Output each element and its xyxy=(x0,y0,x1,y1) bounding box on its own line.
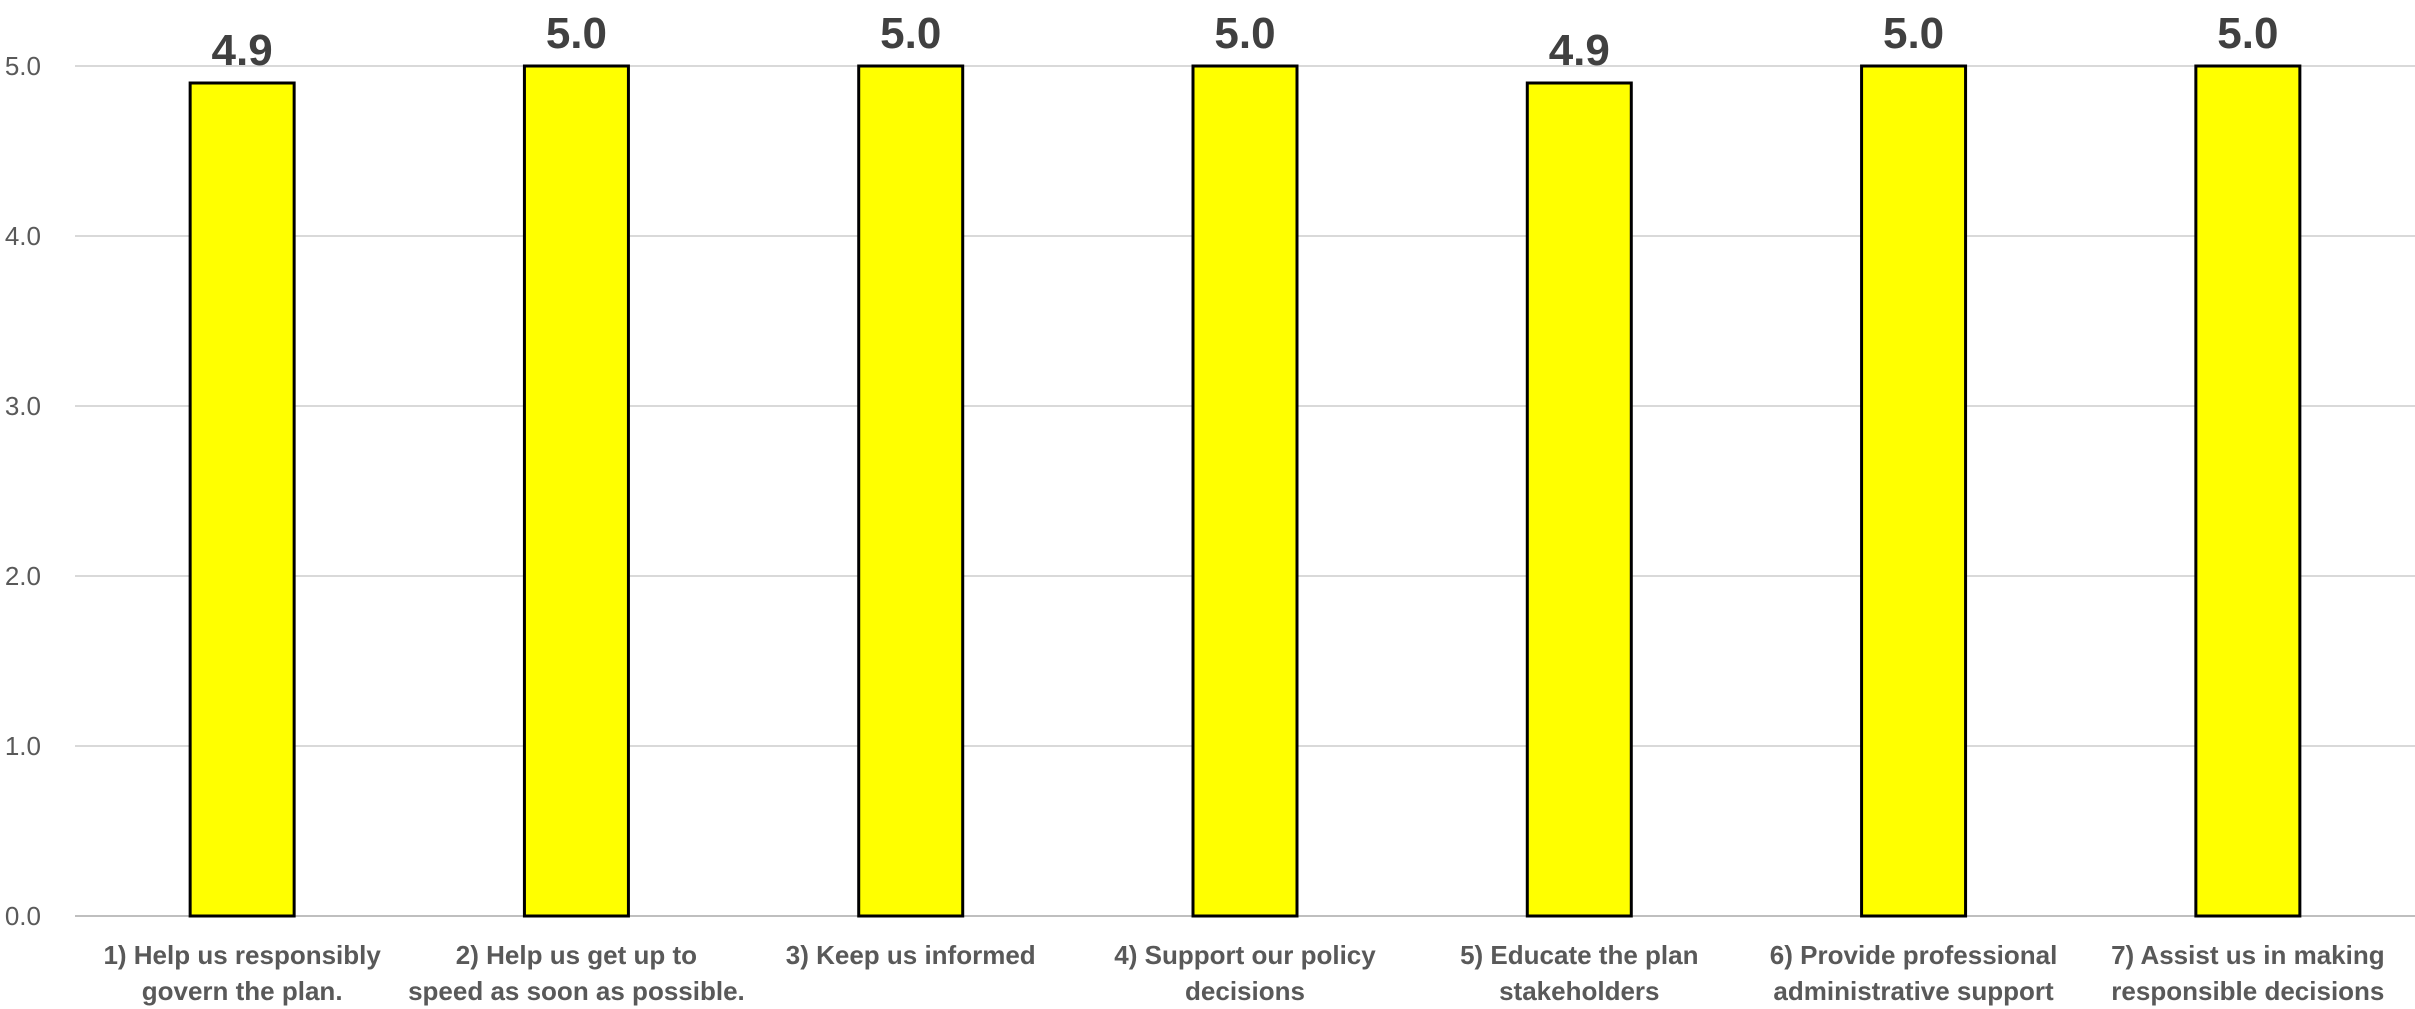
category-label-line: 2) Help us get up to xyxy=(456,940,697,970)
category-label-line: govern the plan. xyxy=(142,976,343,1006)
category-label: 5) Educate the plan stakeholders xyxy=(1460,940,1698,1006)
bar xyxy=(2194,64,2302,918)
y-tick-label: 3.0 xyxy=(5,391,41,421)
bar xyxy=(857,64,965,918)
data-label: 5.0 xyxy=(2217,9,2278,58)
y-tick-label: 1.0 xyxy=(5,731,41,761)
data-label: 4.9 xyxy=(1549,26,1610,75)
category-label-line: 6) Provide professional xyxy=(1770,940,2058,970)
bar xyxy=(1525,81,1633,918)
bar xyxy=(522,64,630,918)
data-label: 5.0 xyxy=(880,9,941,58)
data-label: 5.0 xyxy=(1883,9,1944,58)
y-tick-label: 4.0 xyxy=(5,221,41,251)
bar xyxy=(188,81,296,918)
data-label: 5.0 xyxy=(546,9,607,58)
category-label: 7) Assist us in making responsible decisi… xyxy=(2111,940,2385,1006)
y-tick-label: 2.0 xyxy=(5,561,41,591)
category-label-line: responsible decisions xyxy=(2111,976,2384,1006)
data-labels: 4.9 5.0 5.0 5.0 4.9 5.0 5.0 xyxy=(212,9,2279,75)
category-label-line: 7) Assist us in making xyxy=(2111,940,2385,970)
category-label-line: 5) Educate the plan xyxy=(1460,940,1698,970)
category-label: 1) Help us responsibly govern the plan. xyxy=(103,940,381,1006)
category-label: 2) Help us get up to speed as soon as pos… xyxy=(408,940,745,1006)
category-label-line: stakeholders xyxy=(1499,976,1659,1006)
category-label-line: speed as soon as possible. xyxy=(408,976,745,1006)
category-labels: 1) Help us responsibly govern the plan. 2)… xyxy=(103,940,2384,1006)
category-label: 4) Support our policy decisions xyxy=(1114,940,1376,1006)
category-label-line: 3) Keep us informed xyxy=(786,940,1036,970)
bar xyxy=(1191,64,1299,918)
category-label-line: 1) Help us responsibly xyxy=(103,940,381,970)
bar xyxy=(1860,64,1968,918)
category-label-line: decisions xyxy=(1185,976,1305,1006)
y-tick-label: 5.0 xyxy=(5,51,41,81)
bars xyxy=(188,64,2302,918)
category-label-line: 4) Support our policy xyxy=(1114,940,1376,970)
category-label: 3) Keep us informed xyxy=(786,940,1036,970)
data-label: 5.0 xyxy=(1214,9,1275,58)
y-axis-tick-labels: 0.0 1.0 2.0 3.0 4.0 5.0 xyxy=(5,51,41,931)
category-label: 6) Provide professional administrative su… xyxy=(1770,940,2058,1006)
category-label-line: administrative support xyxy=(1773,976,2054,1006)
y-tick-label: 0.0 xyxy=(5,901,41,931)
data-label: 4.9 xyxy=(212,26,273,75)
